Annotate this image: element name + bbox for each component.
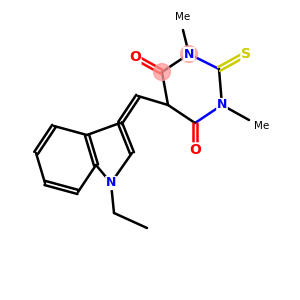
Text: O: O [129,50,141,64]
Text: Me: Me [176,13,190,22]
Text: N: N [106,176,116,190]
Text: S: S [241,47,251,61]
Text: N: N [217,98,227,112]
Text: Me: Me [254,121,269,131]
Text: N: N [184,47,194,61]
Circle shape [181,46,197,62]
Text: O: O [189,143,201,157]
Circle shape [154,64,170,80]
